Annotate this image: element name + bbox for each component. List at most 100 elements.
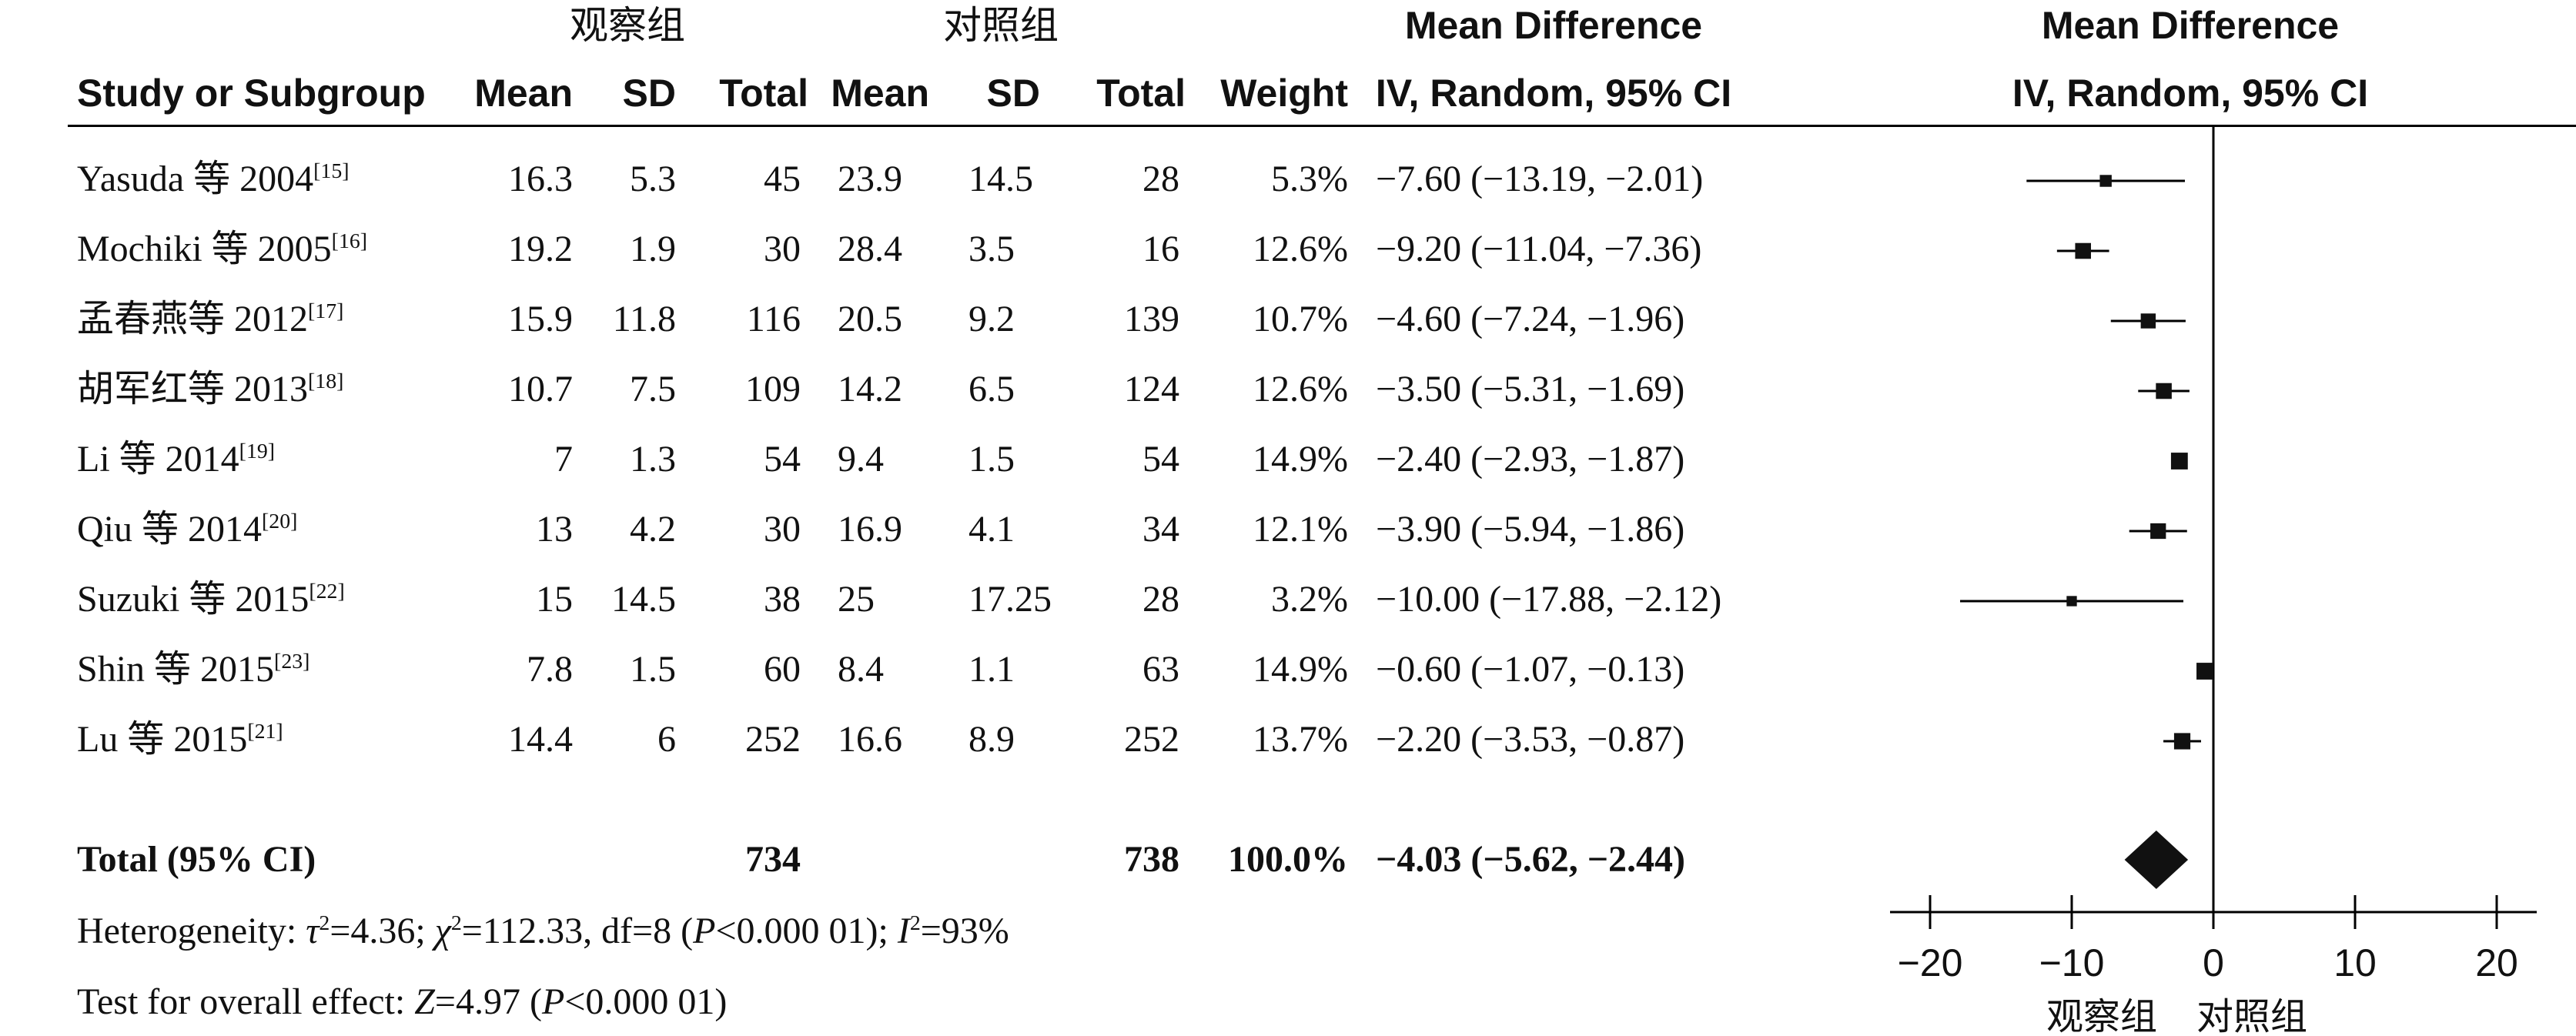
sd-ctrl-cell: 9.2 [969, 299, 1015, 339]
point-estimate-square [2196, 663, 2213, 680]
total-obs-cell: 109 [745, 369, 801, 409]
sd-obs-cell: 5.3 [630, 159, 676, 199]
sd-obs-cell: 11.8 [612, 299, 676, 339]
mean-obs-cell: 15.9 [508, 299, 573, 339]
study-name: 孟春燕等 2012[17] [77, 299, 344, 339]
point-estimate-square [2140, 313, 2156, 329]
mean-ctrl-cell: 9.4 [838, 439, 884, 480]
study-name: Lu 等 2015[21] [77, 719, 283, 760]
mean-ctrl-cell: 20.5 [838, 299, 902, 339]
total-ctrl-cell: 124 [1124, 369, 1179, 409]
mean-obs-cell: 16.3 [508, 159, 573, 199]
x-tick-label: 0 [2203, 941, 2224, 984]
weight-cell: 14.9% [1253, 439, 1348, 480]
ci-cell: −4.60 (−7.24, −1.96) [1376, 299, 1685, 339]
study-name: Shin 等 2015[23] [77, 649, 310, 690]
total-label: Total (95% CI) [77, 839, 316, 880]
mean-ctrl-cell: 23.9 [838, 159, 902, 199]
md-title-plot: Mean Difference [2041, 4, 2340, 47]
weight-cell: 10.7% [1253, 299, 1348, 339]
ci-cell: −2.40 (−2.93, −1.87) [1376, 439, 1685, 480]
sd-obs-cell: 4.2 [630, 509, 676, 550]
x-tick-label: 20 [2475, 941, 2518, 984]
total-ctrl-cell: 34 [1142, 509, 1179, 550]
point-estimate-square [2173, 733, 2191, 750]
sd-ctrl-cell: 17.25 [969, 579, 1052, 620]
total-ctrl-cell: 28 [1142, 159, 1179, 199]
overall-effect-line: Test for overall effect: Z=4.97 (P<0.000… [77, 981, 728, 1022]
point-estimate-square [2066, 596, 2077, 607]
x-tick-label: −10 [2039, 941, 2105, 984]
weight-cell: 12.6% [1253, 369, 1348, 409]
col-header-mean-obs: Mean [474, 72, 573, 115]
total-ci: −4.03 (−5.62, −2.44) [1376, 839, 1686, 880]
ci-cell: −9.20 (−11.04, −7.36) [1376, 229, 1702, 269]
sd-ctrl-cell: 6.5 [969, 369, 1015, 409]
md-title-table: Mean Difference [1404, 4, 1703, 47]
sd-obs-cell: 7.5 [630, 369, 676, 409]
mean-obs-cell: 7.8 [527, 649, 573, 690]
sd-ctrl-cell: 4.1 [969, 509, 1015, 550]
col-header-total-obs: Total [719, 72, 808, 115]
mean-ctrl-cell: 28.4 [838, 229, 902, 269]
mean-ctrl-cell: 16.9 [838, 509, 902, 550]
study-name: Suzuki 等 2015[22] [77, 579, 345, 620]
plot-marks [1960, 175, 2213, 889]
point-estimate-square [2170, 453, 2188, 470]
ci-cell: −3.90 (−5.94, −1.86) [1376, 509, 1685, 550]
col-header-total-ctrl: Total [1096, 72, 1186, 115]
x-axis-left-label: 观察组 [2046, 995, 2157, 1036]
sd-obs-cell: 1.9 [630, 229, 676, 269]
mean-ctrl-cell: 25 [838, 579, 875, 620]
point-estimate-square [2099, 175, 2112, 187]
axis-ticks: −20 −10 0 10 20 [1898, 895, 2518, 984]
sd-obs-cell: 1.5 [630, 649, 676, 690]
heterogeneity-line: Heterogeneity: τ2=4.36; χ2=112.33, df=8 … [77, 911, 1009, 951]
mean-ctrl-cell: 8.4 [838, 649, 884, 690]
mean-obs-cell: 13 [536, 509, 573, 550]
col-header-ci-plot: IV, Random, 95% CI [2012, 72, 2369, 115]
sd-ctrl-cell: 8.9 [969, 719, 1015, 760]
mean-ctrl-cell: 14.2 [838, 369, 902, 409]
total-obs-cell: 30 [764, 509, 801, 550]
total-weight: 100.0% [1228, 839, 1348, 880]
group-header-observation: 观察组 [570, 3, 685, 48]
header-rule [68, 125, 2576, 127]
mean-ctrl-cell: 16.6 [838, 719, 902, 760]
sd-ctrl-cell: 1.5 [969, 439, 1015, 480]
col-header-sd-obs: SD [622, 72, 676, 115]
total-obs-cell: 252 [745, 719, 801, 760]
total-obs-cell: 60 [764, 649, 801, 690]
col-header-weight: Weight [1220, 72, 1348, 115]
weight-cell: 14.9% [1253, 649, 1348, 690]
weight-cell: 12.6% [1253, 229, 1348, 269]
col-header-ci-table: IV, Random, 95% CI [1375, 72, 1732, 115]
mean-obs-cell: 7 [554, 439, 573, 480]
total-obs-cell: 54 [764, 439, 801, 480]
total-obs-cell: 45 [764, 159, 801, 199]
total-ctrl-cell: 139 [1124, 299, 1179, 339]
total-ctrl-cell: 63 [1142, 649, 1179, 690]
x-tick-label: −20 [1898, 941, 1963, 984]
pooled-diamond [2124, 830, 2189, 889]
total-obs-cell: 30 [764, 229, 801, 269]
total-ctrl-n: 738 [1124, 839, 1179, 880]
study-name: Li 等 2014[19] [77, 439, 276, 480]
mean-obs-cell: 14.4 [508, 719, 573, 760]
ci-cell: −7.60 (−13.19, −2.01) [1376, 159, 1704, 199]
point-estimate-square [2075, 242, 2091, 259]
weight-cell: 5.3% [1271, 159, 1348, 199]
weight-cell: 13.7% [1253, 719, 1348, 760]
weight-cell: 12.1% [1253, 509, 1348, 550]
col-header-mean-ctrl: Mean [831, 72, 929, 115]
total-ctrl-cell: 16 [1142, 229, 1179, 269]
total-obs-cell: 116 [746, 299, 801, 339]
mean-obs-cell: 19.2 [508, 229, 573, 269]
sd-obs-cell: 1.3 [630, 439, 676, 480]
total-obs-n: 734 [745, 839, 801, 880]
study-name: 胡军红等 2013[18] [77, 369, 344, 409]
total-obs-cell: 38 [764, 579, 801, 620]
point-estimate-square [2156, 383, 2172, 399]
ci-cell: −2.20 (−3.53, −0.87) [1376, 719, 1685, 760]
